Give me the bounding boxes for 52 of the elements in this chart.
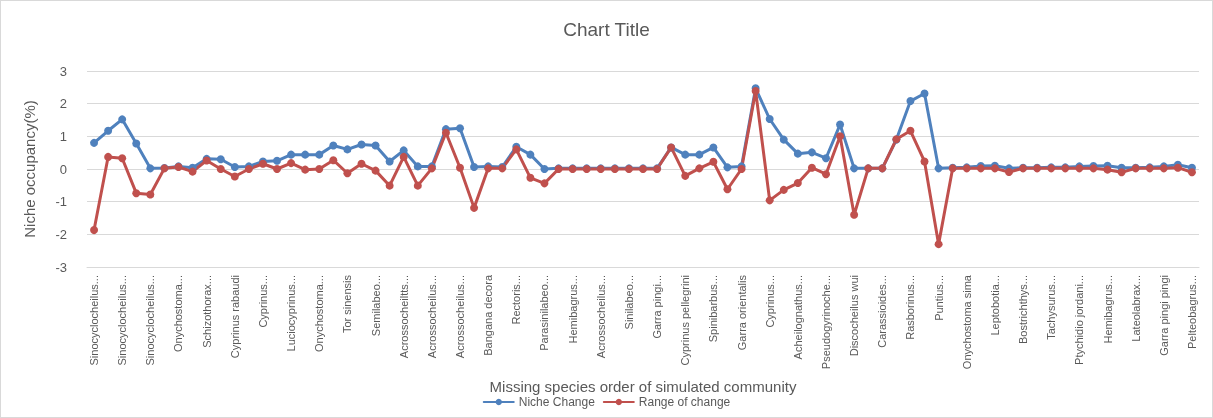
x-tick-label: Acrossocheiltts... bbox=[397, 275, 410, 359]
x-tick-label: Sinocyclocheilus... bbox=[88, 275, 101, 366]
y-tick-label: -3 bbox=[55, 259, 67, 275]
x-tick-label: Onychostoma... bbox=[313, 275, 326, 353]
y-tick-label: -1 bbox=[55, 194, 67, 210]
x-tick-label: Discocheilus wui bbox=[848, 275, 861, 357]
x-tick-label: Cyprinus pellegrini bbox=[679, 275, 692, 366]
chart-title: Chart Title bbox=[563, 19, 650, 40]
x-tick-label: Bostrichthys... bbox=[1017, 275, 1030, 345]
legend-label: Range of change bbox=[638, 395, 731, 409]
x-tick-label: Rectoris... bbox=[510, 275, 523, 325]
x-tick-label: Garra pingi pingi bbox=[1157, 275, 1170, 356]
x-tick-label: Acrossocheilus... bbox=[594, 275, 607, 359]
x-axis-title: Missing species order of simulated community bbox=[489, 377, 797, 395]
x-tick-label: Garra pingi... bbox=[651, 275, 664, 339]
x-tick-label: Rasborinus... bbox=[904, 275, 917, 340]
x-tick-label: Lateolabrax... bbox=[1129, 275, 1142, 342]
y-tick-label: 0 bbox=[59, 161, 67, 177]
y-axis-title: Niche occupancy(%) bbox=[21, 100, 38, 238]
y-tick-label: -2 bbox=[55, 226, 67, 242]
x-tick-label: Bangana decora bbox=[482, 274, 495, 356]
x-tick-label: Acheilognathus... bbox=[791, 275, 804, 360]
x-tick-label: Cyprinus rabaudi bbox=[228, 275, 241, 359]
x-tick-label: Carassioides... bbox=[876, 275, 889, 348]
x-tick-label: Parasinilabeo... bbox=[538, 275, 551, 351]
x-tick-label: Onychostoma... bbox=[172, 275, 185, 353]
x-tick-label: Pseudogyrinoche... bbox=[819, 275, 832, 370]
x-tick-label: Hemibagrus... bbox=[1101, 275, 1114, 344]
x-tick-label: Acrossocheilus... bbox=[454, 275, 467, 359]
y-tick-label: 3 bbox=[59, 63, 67, 79]
x-tick-label: Hemibagrus... bbox=[566, 275, 579, 344]
x-tick-label: Onychostoma sima bbox=[960, 274, 973, 370]
x-tick-label: Puntius... bbox=[932, 275, 945, 321]
x-tick-label: Spinibarbus... bbox=[707, 275, 720, 343]
x-tick-label: Tor sinensis bbox=[341, 274, 354, 334]
x-tick-label: Tachysurus... bbox=[1045, 275, 1058, 340]
x-tick-label: Schizothorax... bbox=[200, 275, 213, 348]
x-tick-label: Garra orientalis bbox=[735, 274, 748, 351]
x-tick-label: Sinilabeo... bbox=[622, 275, 635, 330]
x-tick-label: Ptychidio jordani... bbox=[1073, 275, 1086, 365]
x-tick-label: Pelteobagrus... bbox=[1185, 275, 1198, 349]
x-tick-label: Acrossocheilus... bbox=[425, 275, 438, 359]
x-tick-label: Sinocyclocheilus... bbox=[144, 275, 157, 366]
y-tick-label: 2 bbox=[59, 96, 67, 112]
legend-label: Niche Change bbox=[518, 395, 596, 409]
y-tick-label: 1 bbox=[59, 128, 67, 144]
x-tick-label: Semilabeo... bbox=[369, 275, 382, 337]
x-tick-label: Leptobotia... bbox=[988, 275, 1001, 336]
x-tick-label: Cyprinus... bbox=[763, 275, 776, 328]
x-tick-label: Sinocyclocheilus... bbox=[116, 275, 129, 366]
x-tick-label: Luciocyprinus... bbox=[285, 275, 298, 352]
x-tick-label: Cyprinus... bbox=[256, 275, 269, 328]
